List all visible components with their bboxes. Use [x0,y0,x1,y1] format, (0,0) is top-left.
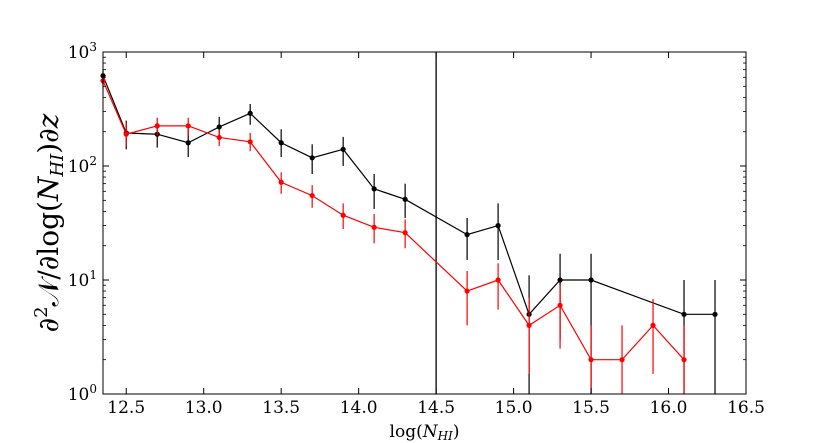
data-point [278,140,284,146]
y-axis-label-pre: ∂ [32,318,65,332]
data-point [619,357,625,363]
y-tick-label-base: 10 [68,43,90,63]
x-axis-label: log(NHI) [390,422,460,443]
axis-ticks: 12.5 13.0 13.5 14.0 14.5 15.0 15.5 16.0 16.51001… [68,40,765,418]
data-point [495,277,501,283]
y-tick-label: 101 [68,268,97,291]
data-point [588,277,594,283]
data-point [557,302,563,308]
x-axis-label-end: ) [453,422,460,442]
data-point [464,232,470,238]
data-point [495,223,501,229]
data-point [526,322,532,328]
data-point [371,186,377,192]
y-axis-label-sup: 2 [31,306,52,317]
data-point [464,288,470,294]
y-axis-label-mid: 𝒩/∂log( [32,201,65,306]
series-line [102,75,716,316]
y-tick-label: 103 [68,40,97,63]
x-tick-label: 14.0 [340,398,378,418]
data-point [650,322,656,328]
series-1 [100,73,687,394]
x-tick-label: 12.5 [107,398,145,418]
data-point [309,155,315,161]
x-tick-label: 13.0 [185,398,223,418]
data-point [712,311,718,317]
x-axis-label-sub: HI [437,429,453,443]
x-axis-label-main: log( [390,422,423,442]
data-point [154,123,160,129]
data-point [588,357,594,363]
y-axis-label-sub: HI [47,153,68,178]
y-tick-label: 100 [68,382,97,405]
y-tick-label-base: 10 [68,157,90,177]
x-tick-label: 15.0 [495,398,533,418]
data-point [340,146,346,152]
data-point [371,224,377,230]
data-point [309,192,315,199]
x-tick-label: 14.5 [417,398,455,418]
data-point [185,140,191,146]
y-tick-label-exponent: 2 [89,154,97,168]
y-axis-label-z: z [32,113,65,129]
data-point [185,123,191,129]
plot-frame [102,51,747,395]
y-tick-label-exponent: 3 [89,40,97,54]
data-point [123,131,129,137]
data-point [340,212,346,218]
x-tick-label: 16.5 [727,398,765,418]
series-line [102,80,685,361]
y-tick-label-exponent: 1 [89,268,97,282]
y-tick-label-base: 10 [68,385,90,405]
y-tick-label-base: 10 [68,271,90,291]
data-point [402,230,408,236]
y-tick-label: 102 [68,154,97,177]
data-point [247,139,253,145]
y-axis-label: ∂2𝒩/∂log(NHI)∂z [31,113,68,332]
x-tick-label: 15.5 [572,398,610,418]
chart-marks [100,52,718,394]
x-axis-label-italic: N [422,422,439,442]
series-0 [100,69,718,394]
x-tick-label: 13.5 [262,398,300,418]
data-point [402,196,408,202]
data-point [216,134,222,141]
data-point [278,179,284,185]
data-point [681,357,687,363]
y-tick-label-exponent: 0 [89,382,97,396]
x-tick-label: 16.0 [650,398,688,418]
y-axis-label-italic: N [32,175,65,202]
data-point [681,311,687,317]
y-axis-label-post: )∂ [32,128,65,153]
data-point [247,110,253,116]
data-point [216,124,222,130]
data-point [557,277,563,283]
